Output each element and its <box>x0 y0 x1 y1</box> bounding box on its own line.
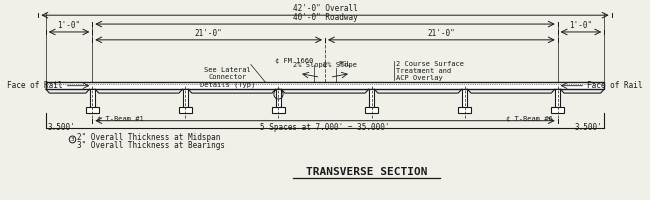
Bar <box>462 89 467 107</box>
Bar <box>179 107 192 113</box>
Text: 1'-0": 1'-0" <box>569 21 593 30</box>
Text: 2" Overall Thickness at Midspan: 2" Overall Thickness at Midspan <box>77 133 220 142</box>
Text: 2 Course Surface
Treatment and
ACP Overlay: 2 Course Surface Treatment and ACP Overl… <box>396 61 464 81</box>
Text: 42'-0" Overall: 42'-0" Overall <box>292 4 358 13</box>
Bar <box>365 107 378 113</box>
Text: 3.500': 3.500' <box>47 123 75 132</box>
Text: 2% Slope: 2% Slope <box>323 62 357 68</box>
Text: PGL: PGL <box>338 61 350 67</box>
Text: 3" Overall Thickness at Bearings: 3" Overall Thickness at Bearings <box>77 141 225 150</box>
Text: TRANSVERSE SECTION: TRANSVERSE SECTION <box>306 167 427 177</box>
Text: ¢ T-Beam #6: ¢ T-Beam #6 <box>506 116 553 122</box>
Text: 3: 3 <box>71 137 74 142</box>
Text: 21'-0": 21'-0" <box>195 29 222 38</box>
Bar <box>276 89 281 107</box>
Bar <box>183 89 188 107</box>
Text: 1'-0": 1'-0" <box>57 21 81 30</box>
Text: ¢ FM 1660: ¢ FM 1660 <box>275 58 313 64</box>
Text: ¢ T-Beam #1: ¢ T-Beam #1 <box>97 116 144 122</box>
Bar <box>555 89 560 107</box>
Bar <box>458 107 471 113</box>
Text: 40'-0" Roadway: 40'-0" Roadway <box>292 13 358 22</box>
Text: 5 Spaces at 7.000' = 35.000': 5 Spaces at 7.000' = 35.000' <box>260 123 390 132</box>
Bar <box>272 107 285 113</box>
Text: 21'-0": 21'-0" <box>428 29 455 38</box>
Bar <box>90 89 95 107</box>
Bar <box>46 82 605 89</box>
Text: 2% Slope: 2% Slope <box>293 62 327 68</box>
Bar <box>551 107 564 113</box>
Text: See Lateral
Connector
Details (Typ): See Lateral Connector Details (Typ) <box>200 67 255 88</box>
Text: Face of Rail: Face of Rail <box>7 81 63 90</box>
Text: Face of Rail: Face of Rail <box>587 81 643 90</box>
Bar <box>369 89 374 107</box>
Text: 3.500': 3.500' <box>575 123 603 132</box>
Bar <box>86 107 99 113</box>
